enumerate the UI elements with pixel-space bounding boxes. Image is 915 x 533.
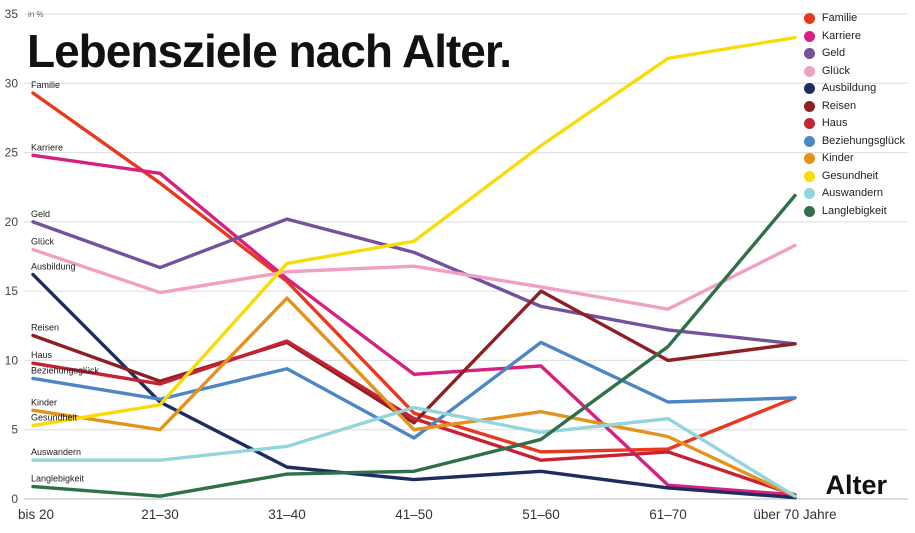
series-start-label-glck: Glück (31, 237, 55, 247)
legend-label-gesundheit: Gesundheit (821, 169, 879, 182)
series-line-auswandern (31, 405, 797, 498)
series-start-label-beziehungsglck: Beziehungsglück (31, 365, 100, 375)
legend-dot-familie (803, 13, 815, 24)
legend-item-kinder: Kinder (803, 152, 905, 164)
y-tick-label: 5 (11, 423, 18, 437)
legend-item-haus: Haus (803, 117, 905, 129)
legend-item-beziehungsglck: Beziehungsglück (803, 134, 905, 147)
legend-item-familie: Familie (803, 12, 905, 24)
x-tick-label: 31–40 (268, 507, 306, 522)
series-line-karriere (31, 153, 797, 497)
series-line-kinder (31, 296, 797, 498)
legend-dot-geld (803, 48, 815, 59)
x-tick-label: 61–70 (649, 507, 687, 522)
series-line-reisen (31, 289, 797, 425)
legend-label-ausbildung: Ausbildung (821, 82, 877, 94)
legend-item-auswandern: Auswandern (803, 187, 905, 199)
series-start-label-kinder: Kinder (31, 397, 57, 407)
legend-label-kinder: Kinder (821, 152, 854, 164)
legend-item-glck: Glück (803, 64, 905, 77)
series-start-label-reisen: Reisen (31, 322, 59, 332)
y-tick-label: 25 (5, 146, 19, 160)
legend-dot-reisen (803, 100, 815, 112)
legend-dot-ausbildung (803, 83, 815, 94)
y-axis-unit-label: in % (28, 10, 44, 19)
legend-label-karriere: Karriere (821, 29, 861, 42)
legend-dot-karriere (803, 30, 815, 42)
x-tick-label: bis 20 (18, 507, 54, 522)
series-line-gesundheit (31, 35, 797, 428)
legend-dot-auswandern (803, 188, 815, 199)
series-line-langlebigkeit (31, 193, 797, 498)
x-axis-title: Alter (825, 470, 887, 500)
legend-label-glck: Glück (821, 64, 850, 77)
series-start-label-langlebigkeit: Langlebigkeit (31, 474, 85, 484)
legend-dot-glck (803, 65, 815, 77)
legend-item-karriere: Karriere (803, 29, 905, 42)
legend-dot-langlebigkeit (803, 205, 815, 217)
x-tick-label: über 70 Jahre (753, 507, 836, 522)
series-start-label-gesundheit: Gesundheit (31, 413, 78, 423)
series-start-label-karriere: Karriere (31, 142, 63, 152)
series-start-label-haus: Haus (31, 350, 53, 360)
legend-dot-gesundheit (803, 170, 815, 182)
y-tick-label: 10 (5, 353, 19, 367)
series-start-label-geld: Geld (31, 209, 50, 219)
y-tick-label: 0 (11, 492, 18, 506)
legend-dot-beziehungsglck (803, 135, 815, 147)
legend-label-geld: Geld (821, 47, 846, 59)
series-line-ausbildung (31, 272, 797, 500)
legend-item-gesundheit: Gesundheit (803, 169, 905, 182)
legend-dot-haus (803, 118, 815, 129)
series-line-geld (31, 217, 797, 346)
x-tick-label: 21–30 (141, 507, 179, 522)
series-start-label-familie: Familie (31, 80, 60, 90)
legend-label-familie: Familie (821, 12, 858, 24)
legend-item-geld: Geld (803, 47, 905, 59)
series-line-glck (31, 243, 797, 311)
legend-dot-kinder (803, 153, 815, 164)
legend-label-reisen: Reisen (821, 99, 857, 112)
legend-item-langlebigkeit: Langlebigkeit (803, 204, 905, 217)
legend-label-beziehungsglck: Beziehungsglück (821, 134, 905, 147)
series-start-label-auswandern: Auswandern (31, 447, 81, 457)
series-line-familie (31, 91, 797, 454)
legend-label-auswandern: Auswandern (821, 187, 883, 199)
legend: Familie Karriere Geld Glück Ausbildung Reisen… (803, 12, 905, 217)
legend-label-haus: Haus (821, 117, 848, 129)
series-start-label-ausbildung: Ausbildung (31, 262, 76, 272)
y-tick-label: 20 (5, 215, 19, 229)
x-tick-label: 41–50 (395, 507, 433, 522)
series-line-haus (31, 339, 797, 497)
y-tick-label: 30 (5, 76, 19, 90)
y-tick-label: 15 (5, 284, 19, 298)
y-tick-label: 35 (5, 7, 19, 21)
x-tick-label: 51–60 (522, 507, 560, 522)
series-line-beziehungsglck (31, 340, 797, 440)
legend-item-reisen: Reisen (803, 99, 905, 112)
legend-label-langlebigkeit: Langlebigkeit (821, 204, 887, 217)
legend-item-ausbildung: Ausbildung (803, 82, 905, 94)
